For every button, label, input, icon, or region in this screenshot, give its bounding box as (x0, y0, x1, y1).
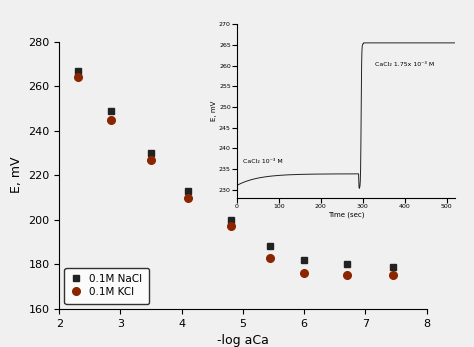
0.1M NaCl (75, 68, 81, 73)
0.1M KCl (390, 273, 396, 278)
X-axis label: -log aCa: -log aCa (217, 334, 269, 347)
0.1M NaCl (109, 109, 114, 113)
Line: 0.1M KCl: 0.1M KCl (74, 74, 397, 279)
0.1M KCl (301, 271, 307, 275)
0.1M NaCl (344, 262, 350, 266)
Text: CaCl₂ 10⁻³ M: CaCl₂ 10⁻³ M (243, 159, 283, 164)
Line: 0.1M NaCl: 0.1M NaCl (74, 67, 396, 270)
X-axis label: Time (sec): Time (sec) (328, 212, 365, 218)
0.1M KCl (228, 225, 234, 229)
0.1M KCl (344, 273, 350, 278)
0.1M KCl (185, 195, 191, 200)
Legend: 0.1M NaCl, 0.1M KCl: 0.1M NaCl, 0.1M KCl (64, 268, 149, 304)
0.1M NaCl (390, 264, 396, 269)
Text: CaCl₂ 1.75x 10⁻³ M: CaCl₂ 1.75x 10⁻³ M (375, 62, 435, 67)
0.1M KCl (75, 75, 81, 79)
0.1M NaCl (301, 258, 307, 262)
0.1M KCl (109, 118, 114, 122)
Y-axis label: E, mV: E, mV (10, 157, 23, 194)
0.1M NaCl (185, 189, 191, 193)
0.1M NaCl (148, 151, 154, 155)
0.1M KCl (268, 255, 273, 260)
Y-axis label: E, mV: E, mV (211, 101, 218, 121)
0.1M KCl (148, 158, 154, 162)
0.1M NaCl (228, 218, 234, 222)
0.1M NaCl (268, 244, 273, 248)
